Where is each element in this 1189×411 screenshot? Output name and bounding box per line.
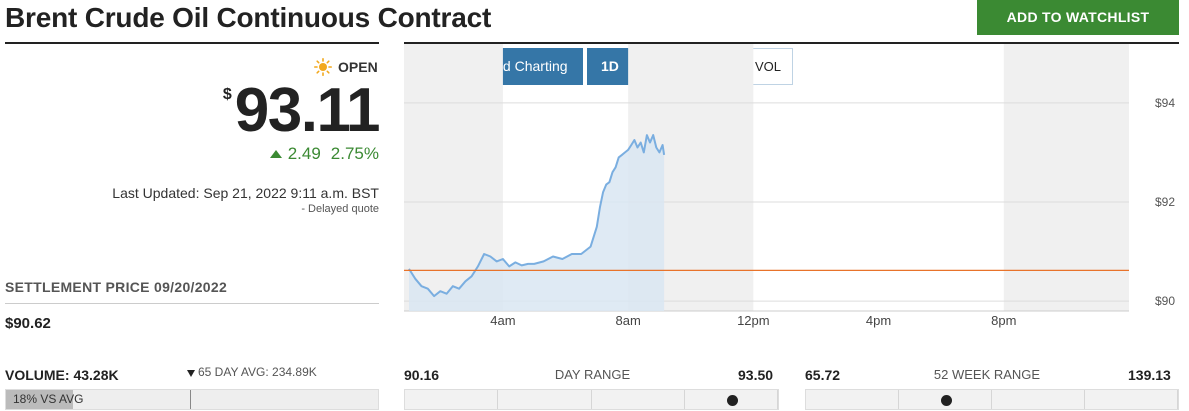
week52-range-label: 52 WEEK RANGE: [933, 367, 1041, 382]
divider: [404, 42, 1179, 44]
volume-avg-line: [190, 390, 191, 409]
range-select-value: 1D: [601, 58, 619, 74]
x-tick-label: 12pm: [737, 313, 770, 328]
x-tick-label: 8am: [615, 313, 640, 328]
price-line: [408, 134, 666, 298]
divider: [5, 303, 379, 304]
divider: [5, 42, 379, 44]
settlement-label: SETTLEMENT PRICE 09/20/2022: [5, 279, 228, 295]
day-range-marker: [727, 395, 739, 406]
week52-range-low: 65.72: [805, 367, 841, 383]
volume-bar-fill: [6, 390, 73, 409]
currency-symbol: $: [222, 86, 232, 103]
week52-range-marker: [941, 395, 953, 406]
volume-vs-avg: 18% VS AVG: [13, 392, 84, 406]
market-status: OPEN: [314, 58, 378, 77]
volume-avg-label: 65 DAY AVG: 234.89K: [198, 365, 317, 379]
volume-label: VOLUME: 43.28K: [5, 367, 119, 383]
page-title: Brent Crude Oil Continuous Contract: [5, 2, 492, 33]
y-tick-label: $92: [1155, 195, 1175, 209]
change-value: 2.49: [287, 144, 321, 163]
price-chart[interactable]: $94 $92 $90 4am 8am 12pm 4pm 8pm: [404, 44, 1179, 334]
week52-range-bar: [805, 389, 1179, 410]
day-range-bar: [404, 389, 779, 410]
week52-range-high: 139.13: [1128, 367, 1171, 383]
add-to-watchlist-button[interactable]: ADD TO WATCHLIST: [977, 0, 1179, 35]
price-area: [409, 135, 665, 311]
y-tick-label: $94: [1155, 96, 1175, 110]
price-change: 2.49 2.75%: [269, 144, 379, 164]
market-status-label: OPEN: [338, 59, 378, 75]
day-range-label: DAY RANGE: [554, 367, 631, 382]
arrow-up-icon: [269, 150, 282, 158]
avg-marker-icon: [187, 370, 195, 377]
price-display: $ 93.11: [222, 76, 381, 145]
change-percent: 2.75%: [330, 144, 379, 163]
y-tick-label: $90: [1155, 294, 1175, 308]
volume-bar: 18% VS AVG: [5, 389, 379, 410]
x-tick-label: 4am: [490, 313, 515, 328]
last-price: 93.11: [234, 76, 381, 145]
last-updated: Last Updated: Sep 21, 2022 9:11 a.m. BST: [112, 185, 379, 201]
sun-icon: [314, 58, 333, 77]
session-band: [1003, 44, 1129, 311]
x-tick-label: 8pm: [991, 313, 1016, 328]
delayed-quote-note: - Delayed quote: [301, 203, 379, 215]
day-range-high: 93.50: [738, 367, 774, 383]
day-range-low: 90.16: [404, 367, 440, 383]
settlement-value: $90.62: [5, 315, 51, 332]
x-tick-label: 4pm: [866, 313, 891, 328]
